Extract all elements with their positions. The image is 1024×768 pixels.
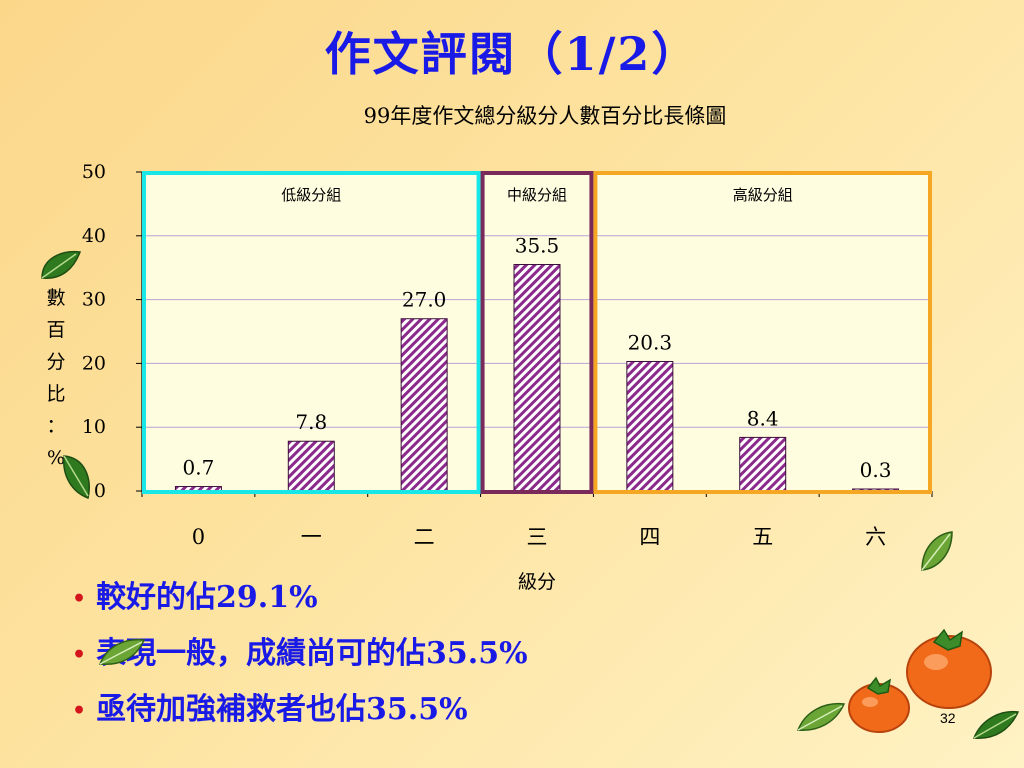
leaf-icon: [41, 250, 82, 279]
data-label: 0.7: [183, 456, 215, 480]
y-axis-label-char: ：: [46, 415, 65, 437]
x-tick-label: 四: [639, 525, 660, 549]
group-box: [480, 171, 594, 494]
x-tick-label: 0: [192, 525, 205, 549]
bullet-text: 較好的佔29.1%: [96, 580, 318, 615]
bar: [400, 318, 448, 492]
data-label: 35.5: [515, 234, 560, 258]
bullet-item: • 亟待加強補救者也佔35.5%: [72, 682, 528, 738]
group-label: 高級分組: [733, 186, 793, 204]
leaf-icon: [921, 531, 953, 571]
x-tick-label: 三: [527, 525, 548, 549]
x-tick-label: 六: [865, 525, 886, 549]
bullet-text: 亟待加強補救者也佔35.5%: [96, 692, 468, 727]
persimmon-icon: [906, 628, 992, 709]
y-axis-label-char: 數: [46, 287, 65, 309]
y-axis-label-char: 分: [46, 351, 65, 373]
bullet-marker: •: [72, 586, 87, 612]
summary-bullets: • 較好的佔29.1% • 表現一般，成績尚可的佔35.5% • 亟待加強補救者也佔3…: [72, 570, 528, 738]
data-label: 7.8: [295, 410, 327, 434]
bar: [626, 360, 674, 492]
y-axis-label-char: 比: [46, 383, 65, 405]
data-label: 27.0: [402, 288, 447, 312]
y-tick-label: 0: [94, 480, 106, 502]
slide-title: 作文評閱（1/2）: [324, 27, 700, 81]
persimmon-icon: [848, 676, 910, 733]
group-box: [593, 171, 933, 494]
page-number: 32: [940, 710, 956, 726]
x-tick-label: 一: [301, 525, 322, 549]
y-tick-label: 30: [82, 289, 106, 311]
data-label: 8.4: [747, 406, 779, 430]
group-label: 低級分組: [281, 186, 341, 204]
y-tick-label: 10: [82, 416, 106, 438]
y-axis-label-char: 百: [46, 319, 65, 341]
leaf-icon: [972, 710, 1020, 739]
leaf-icon: [98, 638, 146, 666]
group-label: 中級分組: [507, 186, 567, 204]
bar: [739, 436, 787, 492]
data-label: 0.3: [860, 458, 892, 482]
group-box: [142, 171, 481, 494]
data-label: 20.3: [628, 330, 673, 354]
y-tick-label: 50: [82, 161, 106, 183]
bar: [513, 264, 561, 492]
bullet-item: • 較好的佔29.1%: [72, 570, 528, 626]
bullet-text: 表現一般，成績尚可的佔35.5%: [96, 636, 528, 671]
x-axis-label: 級分: [518, 571, 556, 593]
y-axis-label-char: %: [47, 447, 65, 469]
bullet-marker: •: [72, 642, 87, 668]
bar: [287, 440, 335, 492]
y-tick-label: 40: [82, 225, 106, 247]
leaf-icon: [796, 702, 846, 731]
chart-title: 99年度作文總分級分人數百分比長條圖: [363, 104, 727, 128]
y-tick-label: 20: [82, 352, 106, 374]
bullet-item: • 表現一般，成績尚可的佔35.5%: [72, 626, 528, 682]
x-tick-label: 二: [414, 525, 435, 549]
leaf-icon: [63, 455, 90, 500]
bullet-marker: •: [72, 698, 87, 724]
x-tick-label: 五: [752, 525, 773, 549]
